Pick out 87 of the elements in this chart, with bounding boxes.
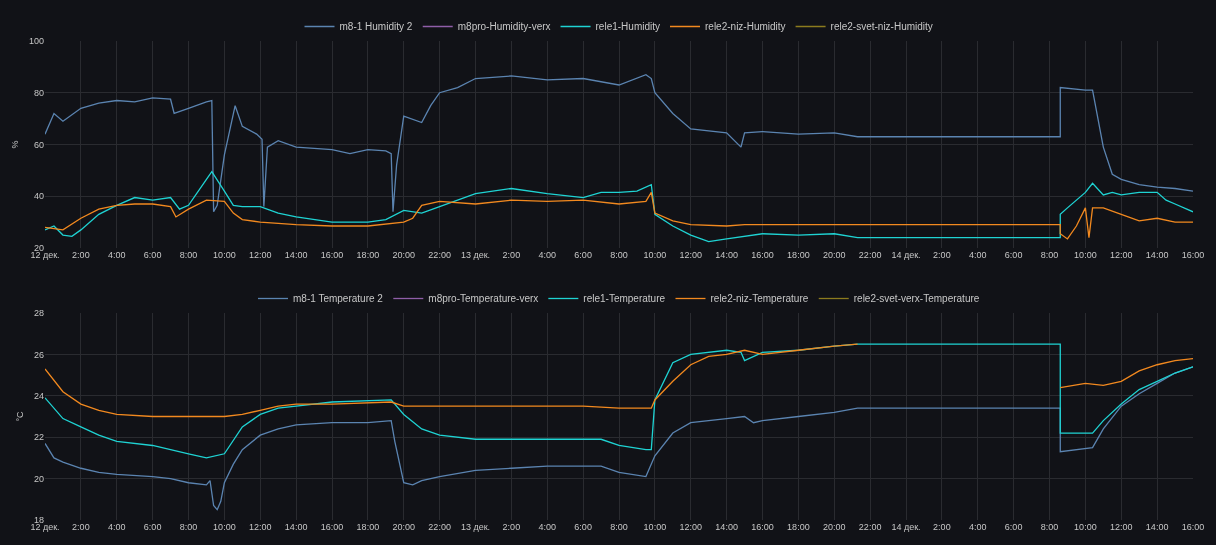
legend-label: rele2-svet-niz-Humidity — [830, 21, 933, 33]
x-tick-label: 8:00 — [1040, 522, 1059, 532]
x-tick-label: 22:00 — [428, 522, 451, 532]
x-tick-label: 16:00 — [751, 250, 774, 260]
x-tick-label: 22:00 — [858, 522, 882, 532]
x-tick-label: 4:00 — [538, 522, 557, 532]
y-tick-label: 26 — [33, 349, 44, 360]
x-tick-label: 2:00 — [933, 250, 951, 260]
x-tick-label: 12:00 — [248, 250, 272, 260]
x-tick-label: 4:00 — [968, 522, 987, 532]
x-tick-label: 4:00 — [538, 250, 557, 260]
x-tick-label: 18:00 — [356, 522, 380, 532]
x-tick-label: 8:00 — [179, 250, 198, 260]
y-tick-label: 20 — [33, 473, 44, 484]
x-tick-label: 12 дек. — [30, 250, 60, 260]
x-tick-label: 13 дек. — [460, 250, 491, 260]
x-tick-label: 10:00 — [1074, 250, 1097, 260]
legend-label: rele1-Temperature — [583, 293, 666, 305]
x-tick-label: 12:00 — [1109, 250, 1133, 260]
x-tick-label: 14:00 — [1145, 522, 1169, 532]
y-tick-label: 60 — [33, 139, 44, 150]
x-tick-label: 6:00 — [143, 522, 162, 532]
legend-label: m8-1 Temperature 2 — [293, 293, 384, 305]
x-tick-label: 2:00 — [933, 522, 951, 532]
y-axis-title: % — [10, 140, 21, 149]
x-tick-label: 14:00 — [715, 522, 738, 532]
y-tick-label: 24 — [33, 390, 44, 401]
x-tick-label: 12:00 — [679, 522, 703, 532]
x-tick-label: 14:00 — [284, 522, 308, 532]
x-tick-label: 14:00 — [715, 250, 738, 260]
x-tick-label: 12:00 — [679, 250, 703, 260]
x-tick-label: 10:00 — [643, 522, 667, 532]
y-tick-label: 22 — [33, 432, 44, 443]
legend-label: m8pro-Humidity-verx — [457, 21, 551, 33]
x-tick-label: 14 дек. — [891, 250, 921, 260]
x-tick-label: 20:00 — [392, 522, 416, 532]
legend-label: rele2-niz-Humidity — [705, 21, 786, 33]
x-tick-label: 16:00 — [320, 250, 344, 260]
x-tick-label: 4:00 — [968, 250, 987, 260]
y-tick-label: 40 — [33, 191, 44, 202]
x-tick-label: 10:00 — [1074, 522, 1097, 532]
x-tick-label: 2:00 — [502, 522, 521, 532]
x-tick-label: 8:00 — [610, 522, 628, 532]
x-tick-label: 18:00 — [787, 522, 810, 532]
legend-label: m8-1 Humidity 2 — [339, 21, 413, 33]
x-tick-label: 2:00 — [502, 250, 521, 260]
x-tick-label: 6:00 — [143, 250, 162, 260]
x-tick-label: 10:00 — [213, 522, 236, 532]
x-tick-label: 12:00 — [1109, 522, 1133, 532]
x-tick-label: 18:00 — [356, 250, 380, 260]
x-tick-label: 20:00 — [392, 250, 416, 260]
x-tick-label: 8:00 — [1040, 250, 1059, 260]
x-tick-label: 18:00 — [787, 250, 810, 260]
x-tick-label: 10:00 — [643, 250, 667, 260]
x-tick-label: 4:00 — [107, 522, 126, 532]
y-axis-title: °C — [15, 410, 26, 422]
x-tick-label: 6:00 — [574, 250, 592, 260]
x-tick-label: 2:00 — [72, 250, 90, 260]
x-tick-label: 14 дек. — [891, 522, 921, 532]
x-tick-label: 2:00 — [72, 522, 90, 532]
x-tick-label: 22:00 — [428, 250, 451, 260]
legend-label: rele2-niz-Temperature — [710, 293, 809, 305]
legend-label: rele2-svet-verx-Temperature — [853, 293, 980, 305]
x-tick-label: 20:00 — [822, 250, 846, 260]
y-tick-label: 80 — [33, 87, 44, 98]
x-tick-label: 6:00 — [1004, 250, 1023, 260]
x-tick-label: 14:00 — [1145, 250, 1169, 260]
x-tick-label: 4:00 — [107, 250, 126, 260]
legend-label: rele1-Humidity — [595, 21, 660, 33]
x-tick-label: 16:00 — [751, 522, 774, 532]
x-tick-label: 13 дек. — [460, 522, 491, 532]
x-tick-label: 6:00 — [574, 522, 592, 532]
legend-label: m8pro-Temperature-verx — [428, 293, 539, 305]
x-tick-label: 20:00 — [822, 522, 846, 532]
x-tick-label: 16:00 — [1181, 522, 1205, 532]
y-tick-label: 100 — [28, 36, 44, 47]
x-tick-label: 16:00 — [320, 522, 344, 532]
x-tick-label: 12 дек. — [30, 522, 60, 532]
y-tick-label: 28 — [33, 308, 44, 319]
x-tick-label: 14:00 — [284, 250, 308, 260]
x-tick-label: 8:00 — [610, 250, 628, 260]
x-tick-label: 22:00 — [858, 250, 882, 260]
x-tick-label: 12:00 — [248, 522, 272, 532]
x-tick-label: 16:00 — [1181, 250, 1205, 260]
x-tick-label: 8:00 — [179, 522, 198, 532]
x-tick-label: 10:00 — [213, 250, 236, 260]
x-tick-label: 6:00 — [1004, 522, 1023, 532]
